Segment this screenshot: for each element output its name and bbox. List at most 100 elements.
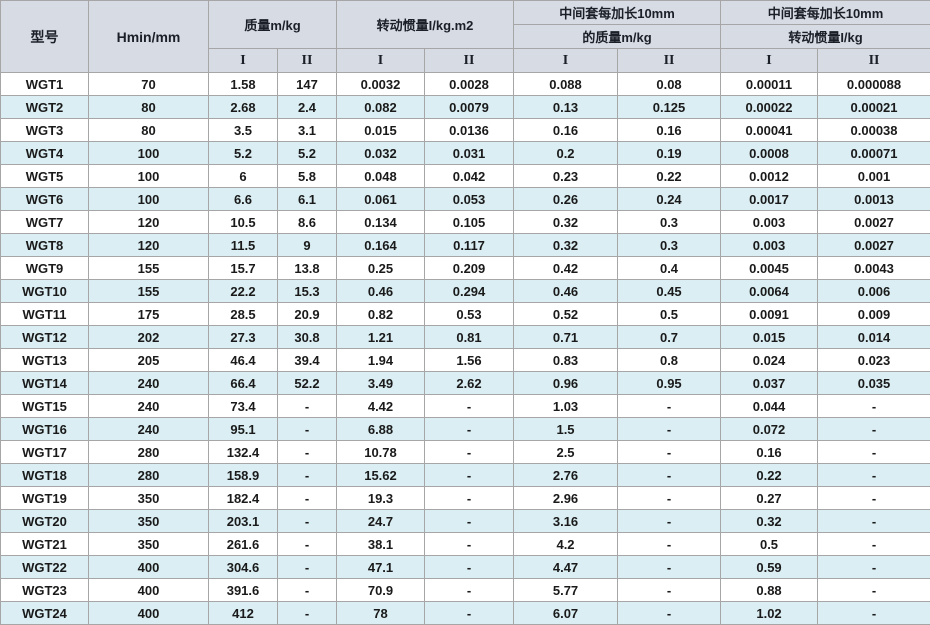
value-cell: 0.031: [423, 141, 515, 165]
value-cell: 1.02: [720, 601, 819, 625]
value-cell: 0.7: [617, 325, 722, 349]
value-cell: 2.4: [277, 95, 337, 119]
table-row: WGT18 280 158.9-15.62-2.76-0.22-: [0, 463, 930, 487]
subheader-ext-inertia-II: II: [817, 48, 930, 73]
value-cell: -: [277, 601, 337, 625]
value-cell: -: [423, 555, 515, 579]
value-cell: 4.42: [336, 394, 425, 418]
value-cell: 0.0017: [720, 187, 819, 211]
value-cell: 261.6: [208, 532, 278, 556]
value-cell: -: [277, 578, 337, 602]
table-row: WGT13 205 46.4 39.4 1.94 1.56 0.83 0.8 0.024 0.02…: [0, 348, 930, 372]
value-cell: 70: [88, 72, 209, 96]
value-cell: 15.3: [277, 279, 337, 303]
header-row-1: 型号 Hmin/mm 质量m/kg 转动惯量I/kg.m2 中间套每加长10mm…: [0, 0, 930, 73]
value-cell: 80: [88, 95, 209, 119]
value-cell: 0.000088: [817, 72, 930, 96]
value-cell: 205: [88, 348, 209, 372]
subheader-mass-I: I: [208, 48, 278, 73]
value-cell: 0.006: [817, 279, 930, 303]
value-cell: 0.061: [336, 187, 425, 211]
value-cell: -: [617, 578, 722, 602]
value-cell: 19.3: [336, 486, 425, 510]
value-cell: 280: [88, 463, 209, 487]
subheader-ext-mass-II: II: [617, 48, 722, 73]
value-cell: -: [277, 463, 337, 487]
value-cell: 0.27: [720, 486, 819, 510]
value-cell: 0.32: [513, 233, 619, 257]
value-cell: 0.00071: [817, 141, 930, 165]
value-cell: 0.044: [720, 394, 819, 418]
subheader-inertia-I: I: [336, 48, 425, 73]
value-cell: 2.5: [513, 440, 619, 464]
value-cell: 39.4: [277, 348, 337, 372]
value-cell: 3.1: [277, 118, 337, 142]
value-cell: 2.62: [423, 371, 515, 395]
value-cell: 0.00041: [720, 118, 819, 142]
value-cell: 1.56: [423, 348, 515, 372]
value-cell: 0.00021: [817, 95, 930, 119]
value-cell: 0.024: [720, 348, 819, 372]
value-cell: 412: [208, 601, 278, 625]
table-row: WGT20 350 203.1-24.7-3.16-0.32-: [0, 509, 930, 533]
table-row: WGT5 100 6 5.8 0.048 0.042 0.23 0.22 0.0012 0.001: [0, 164, 930, 188]
value-cell: 0.105: [423, 210, 515, 234]
value-cell: 5.77: [513, 578, 619, 602]
value-cell: 0.209: [423, 256, 515, 280]
value-cell: 0.00011: [720, 72, 819, 96]
value-cell: 0.294: [423, 279, 515, 303]
value-cell: -: [617, 509, 722, 533]
value-cell: 0.048: [336, 164, 425, 188]
value-cell: 0.23: [513, 164, 619, 188]
value-cell: 182.4: [208, 486, 278, 510]
value-cell: 0.117: [423, 233, 515, 257]
model-cell: WGT8: [0, 233, 89, 257]
value-cell: 120: [88, 233, 209, 257]
value-cell: 350: [88, 509, 209, 533]
table-row: WGT22 400 304.6-47.1-4.47-0.59-: [0, 555, 930, 579]
value-cell: -: [277, 440, 337, 464]
value-cell: 6.6: [208, 187, 278, 211]
model-cell: WGT10: [0, 279, 89, 303]
value-cell: 0.5: [720, 532, 819, 556]
value-cell: 9: [277, 233, 337, 257]
value-cell: 0.00022: [720, 95, 819, 119]
value-cell: 0.2: [513, 141, 619, 165]
value-cell: 1.94: [336, 348, 425, 372]
value-cell: 350: [88, 486, 209, 510]
value-cell: 0.032: [336, 141, 425, 165]
model-cell: WGT22: [0, 555, 89, 579]
value-cell: 0.015: [336, 118, 425, 142]
value-cell: 0.22: [617, 164, 722, 188]
value-cell: 0.88: [720, 578, 819, 602]
value-cell: -: [617, 417, 722, 441]
model-cell: WGT6: [0, 187, 89, 211]
value-cell: 155: [88, 256, 209, 280]
model-cell: WGT24: [0, 601, 89, 625]
table-row: WGT10 155 22.2 15.3 0.46 0.294 0.46 0.45 0.0064 0…: [0, 279, 930, 303]
value-cell: -: [277, 486, 337, 510]
value-cell: 0.19: [617, 141, 722, 165]
table-row: WGT23 400 391.6-70.9-5.77-0.88-: [0, 578, 930, 602]
value-cell: 0.009: [817, 302, 930, 326]
value-cell: 5.2: [208, 141, 278, 165]
value-cell: 0.0008: [720, 141, 819, 165]
model-cell: WGT17: [0, 440, 89, 464]
value-cell: 0.014: [817, 325, 930, 349]
model-cell: WGT11: [0, 302, 89, 326]
value-cell: 73.4: [208, 394, 278, 418]
value-cell: 2.96: [513, 486, 619, 510]
value-cell: 0.4: [617, 256, 722, 280]
value-cell: 0.0028: [423, 72, 515, 96]
value-cell: 0.42: [513, 256, 619, 280]
value-cell: 28.5: [208, 302, 278, 326]
value-cell: -: [423, 532, 515, 556]
value-cell: 2.76: [513, 463, 619, 487]
value-cell: 1.58: [208, 72, 278, 96]
value-cell: 5.8: [277, 164, 337, 188]
value-cell: 0.0064: [720, 279, 819, 303]
value-cell: 0.134: [336, 210, 425, 234]
value-cell: 0.25: [336, 256, 425, 280]
